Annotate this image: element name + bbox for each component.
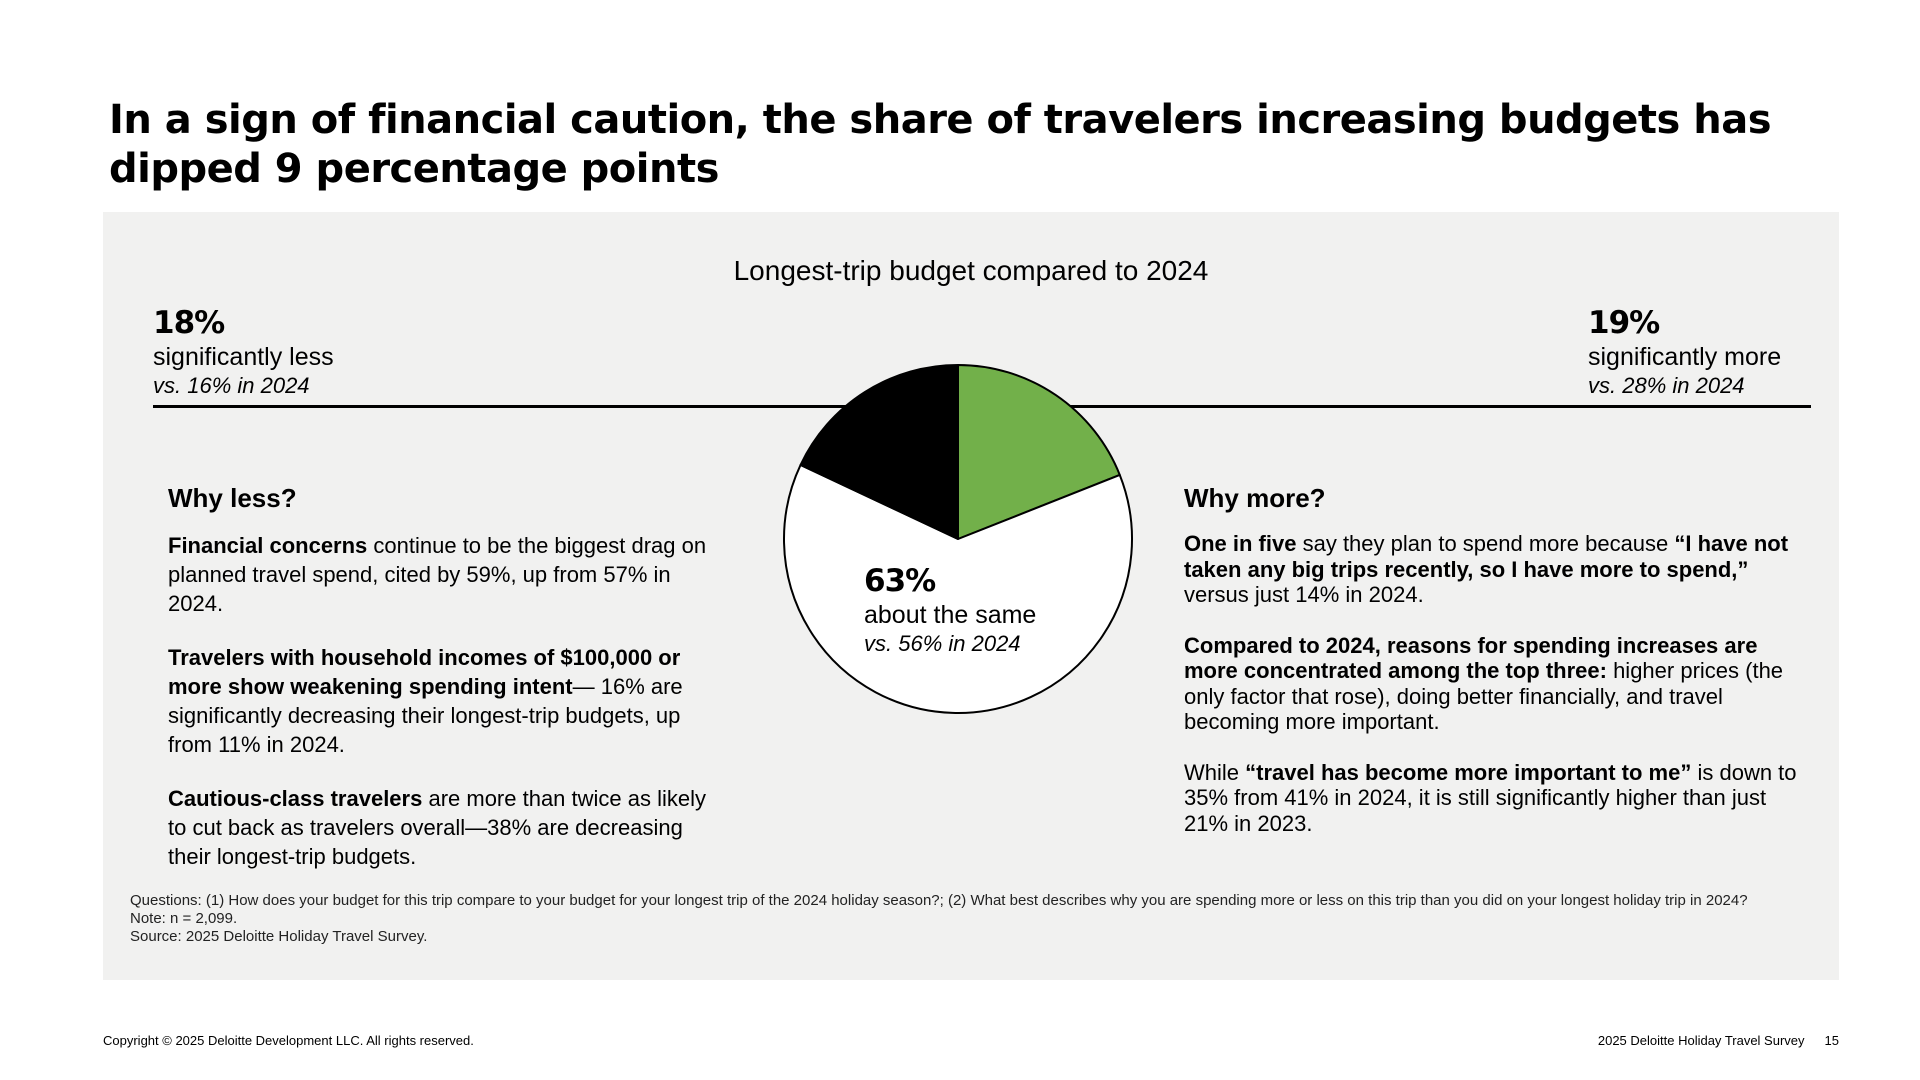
why-less-heading: Why less? bbox=[168, 483, 297, 513]
why-more-heading: Why more? bbox=[1184, 483, 1326, 513]
why-more-p3-text2: is down to 35% from 41% in 2024, it is s… bbox=[1184, 759, 1797, 836]
why-more-paragraph: Compared to 2024, reasons for spending i… bbox=[1184, 633, 1804, 735]
stat-less-label: significantly less bbox=[153, 343, 334, 371]
why-more-p1-text1: say they plan to spend more because bbox=[1296, 531, 1675, 556]
stat-more-label: significantly more bbox=[1588, 343, 1782, 371]
why-more-p1-bold1: One in five bbox=[1184, 531, 1297, 556]
why-less-p3-text: are more than twice as likely to cut bac… bbox=[168, 786, 707, 869]
page-number: 15 bbox=[1824, 1033, 1839, 1048]
chart-title: Longest-trip budget compared to 2024 bbox=[733, 255, 1209, 286]
why-less-paragraph: Financial concerns continue to be the bi… bbox=[168, 531, 728, 618]
chart-panel: Longest-trip budget compared to 2024 18%… bbox=[103, 212, 1839, 980]
stat-significantly-less: 18% significantly less vs. 16% in 2024 bbox=[153, 304, 334, 400]
why-more-section: Why more? One in five say they plan to s… bbox=[1184, 482, 1804, 861]
why-less-paragraph: Cautious-class travelers are more than t… bbox=[168, 784, 728, 871]
pie-slice-significantly-more bbox=[957, 364, 1121, 540]
why-more-p2-text: higher prices (the only factor that rose… bbox=[1184, 658, 1784, 734]
stat-same-comparison: vs. 56% in 2024 bbox=[864, 631, 1021, 656]
why-less-p2-bold: Travelers with household incomes of $100… bbox=[168, 645, 681, 699]
stat-more-comparison: vs. 28% in 2024 bbox=[1588, 373, 1745, 398]
stat-more-percent: 19% bbox=[1588, 305, 1660, 341]
why-more-paragraph: While “travel has become more important … bbox=[1184, 760, 1804, 837]
page-title: In a sign of financial caution, the shar… bbox=[109, 97, 1772, 192]
footnote-source: Source: 2025 Deloitte Holiday Travel Sur… bbox=[130, 928, 428, 945]
stat-same-label: about the same bbox=[864, 601, 1037, 629]
why-less-p1-text: continue to be the biggest drag on plann… bbox=[168, 533, 707, 616]
stat-about-the-same: 63% about the same vs. 56% in 2024 bbox=[864, 562, 1036, 658]
stat-less-comparison: vs. 16% in 2024 bbox=[153, 373, 310, 398]
footer-right: 2025 Deloitte Holiday Travel Survey 15 bbox=[1598, 1033, 1839, 1048]
stat-same-percent: 63% bbox=[864, 563, 936, 599]
why-more-p1-bold2: “I have not taken any big trips recently… bbox=[1184, 531, 1789, 582]
stat-less-percent: 18% bbox=[153, 305, 225, 341]
why-more-paragraph: One in five say they plan to spend more … bbox=[1184, 531, 1804, 608]
footer-survey-name: 2025 Deloitte Holiday Travel Survey bbox=[1597, 1033, 1805, 1048]
why-less-p1-bold: Financial concerns bbox=[168, 533, 368, 558]
stat-significantly-more: 19% significantly more vs. 28% in 2024 bbox=[1588, 304, 1781, 400]
why-less-p2-text: — 16% are significantly decreasing their… bbox=[168, 674, 683, 757]
pie-slice-significantly-less bbox=[799, 364, 959, 540]
why-less-p3-bold: Cautious-class travelers bbox=[168, 786, 423, 811]
footnote-note: Note: n = 2,099. bbox=[130, 910, 238, 927]
pie-chart bbox=[783, 364, 1133, 714]
why-less-paragraph: Travelers with household incomes of $100… bbox=[168, 643, 728, 759]
why-more-p2-bold: Compared to 2024, reasons for spending i… bbox=[1184, 632, 1758, 684]
footnotes: Questions: (1) How does your budget for … bbox=[130, 892, 1820, 946]
why-less-section: Why less? Financial concerns continue to… bbox=[168, 482, 728, 896]
pie-slice-about-the-same bbox=[783, 463, 1133, 714]
footnote-questions: Questions: (1) How does your budget for … bbox=[130, 892, 1748, 909]
copyright: Copyright © 2025 Deloitte Development LL… bbox=[103, 1033, 474, 1048]
why-more-p3-bold: “travel has become more important to me” bbox=[1245, 759, 1692, 785]
why-more-p3-text1: While bbox=[1184, 759, 1246, 785]
why-more-p1-text2: versus just 14% in 2024. bbox=[1184, 582, 1424, 607]
